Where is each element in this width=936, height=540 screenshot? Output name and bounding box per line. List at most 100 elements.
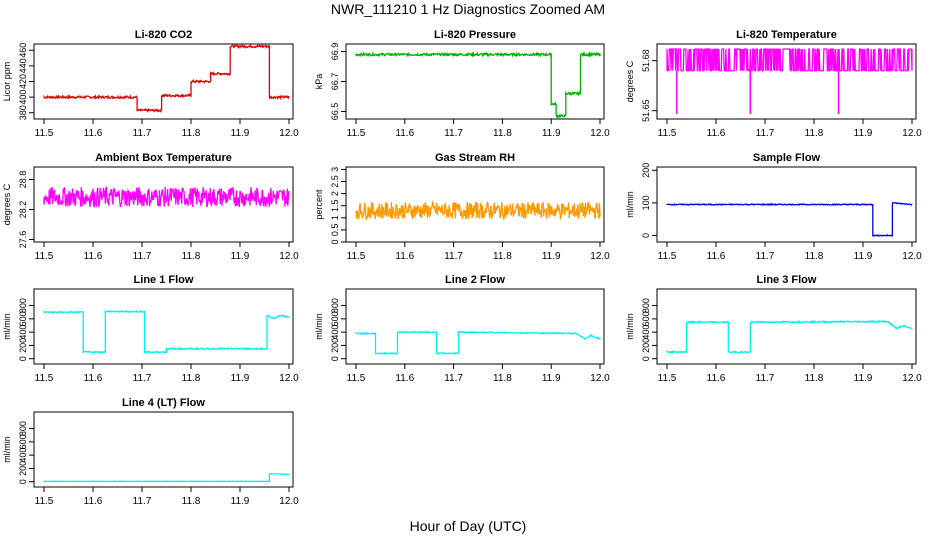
page-title: NWR_111210 1 Hz Diagnostics Zoomed AM (330, 1, 606, 17)
x-tick-label: 11.7 (756, 251, 775, 262)
x-tick-label: 11.8 (182, 128, 201, 139)
y-tick-label: 0 (18, 479, 28, 484)
series-line (43, 43, 290, 113)
x-tick-label: 11.6 (84, 128, 103, 139)
x-tick-label: 11.9 (854, 251, 873, 262)
y-tick-label: 0 (330, 356, 340, 361)
y-tick-label: 2 (330, 191, 340, 196)
x-tick-label: 11.9 (854, 128, 873, 139)
plot-frame (345, 166, 605, 243)
y-tick-label: 51.68 (641, 49, 651, 72)
x-tick-label: 11.6 (395, 128, 414, 139)
x-tick-label: 12.0 (902, 251, 922, 262)
x-tick-label: 11.9 (854, 373, 873, 384)
y-tick-label: 420 (18, 74, 28, 89)
y-tick-label: 200 (18, 461, 28, 476)
y-tick-label: 800 (18, 298, 28, 313)
x-tick-label: 11.7 (133, 251, 152, 262)
y-tick-label: 200 (18, 338, 28, 353)
x-tick-label: 11.7 (444, 128, 463, 139)
y-tick-label: 400 (641, 325, 651, 340)
panel-7: Line 1 Flow ml/min 11.5 11.6 11.7 11.8 11.9 12.… (2, 274, 299, 384)
plot-frame (33, 411, 294, 488)
x-tick-label: 12.0 (279, 251, 299, 262)
panel-title: Gas Stream RH (435, 152, 515, 164)
x-tick-label: 11.8 (805, 128, 824, 139)
plot-frame (33, 43, 294, 120)
x-tick-label: 11.5 (347, 373, 366, 384)
panel-title: Line 2 Flow (445, 274, 505, 286)
x-tick-label: 11.6 (84, 251, 103, 262)
y-axis-label: percent (314, 189, 324, 220)
y-tick-label: 600 (18, 311, 28, 326)
x-tick-label: 11.7 (444, 373, 463, 384)
plot-frame (345, 288, 605, 365)
x-tick-label: 11.5 (658, 251, 677, 262)
series-line (666, 202, 913, 237)
y-tick-label: 380 (18, 105, 28, 120)
x-tick-label: 11.7 (756, 128, 775, 139)
panel-6: Sample Flow ml/min 11.5 11.6 11.7 11.8 11.9 12.… (625, 152, 922, 262)
x-tick-label: 11.6 (707, 373, 726, 384)
plot-frame (33, 166, 294, 243)
y-tick-label: 0 (18, 356, 28, 361)
y-tick-label: 400 (18, 90, 28, 105)
y-tick-label: 600 (641, 311, 651, 326)
y-axis-label: degrees C (625, 60, 635, 102)
y-tick-label: 600 (330, 311, 340, 326)
x-tick-label: 11.9 (542, 373, 561, 384)
y-tick-label: 28.8 (18, 171, 28, 189)
panel-1: Li-820 CO2 Licor ppm 11.5 11.6 11.7 11.8 11.9 1… (2, 29, 299, 139)
y-axis-label: degrees C (2, 183, 12, 225)
x-tick-label: 11.5 (347, 128, 366, 139)
x-tick-label: 11.8 (493, 128, 512, 139)
x-tick-label: 12.0 (590, 128, 610, 139)
y-tick-label: 66.5 (330, 103, 340, 121)
y-tick-label: 51.65 (641, 99, 651, 122)
x-tick-label: 11.7 (133, 128, 152, 139)
panel-3: Li-820 Temperature degrees C 11.5 11.6 11.7 1… (625, 29, 922, 139)
y-tick-label: 400 (18, 448, 28, 463)
series-line (666, 319, 913, 354)
y-tick-label: 1.5 (330, 199, 340, 212)
plot-frame (656, 43, 917, 120)
y-tick-label: 800 (641, 298, 651, 313)
x-tick-label: 11.6 (84, 373, 103, 384)
series-line (43, 185, 290, 209)
x-tick-label: 12.0 (590, 373, 610, 384)
y-axis-label: ml/min (2, 313, 12, 340)
panel-title: Line 3 Flow (757, 274, 817, 286)
y-tick-label: 460 (18, 43, 28, 58)
x-tick-label: 11.5 (35, 128, 54, 139)
plot-frame (33, 288, 294, 365)
y-tick-label: 28.2 (18, 201, 28, 219)
x-tick-label: 11.9 (231, 496, 250, 507)
panel-10: Line 4 (LT) Flow ml/min 11.5 11.6 11.7 11.8 11… (2, 397, 299, 507)
y-axis-label: ml/min (625, 191, 635, 218)
y-tick-label: 66.7 (330, 73, 340, 91)
y-tick-label: 3 (330, 167, 340, 172)
y-tick-label: 600 (18, 434, 28, 449)
y-axis-label: ml/min (2, 436, 12, 463)
plot-frame (656, 166, 917, 243)
y-tick-label: 0 (641, 356, 651, 361)
x-axis-caption: Hour of Day (UTC) (409, 518, 527, 534)
x-tick-label: 11.9 (231, 251, 250, 262)
x-tick-label: 11.6 (707, 251, 726, 262)
x-tick-label: 11.8 (493, 251, 512, 262)
series-line (355, 50, 601, 119)
panel-title: Line 1 Flow (134, 274, 194, 286)
x-tick-label: 11.6 (395, 251, 414, 262)
x-tick-label: 11.7 (133, 496, 152, 507)
y-tick-label: 1 (330, 215, 340, 220)
y-tick-label: 400 (330, 325, 340, 340)
y-tick-label: 27.6 (18, 231, 28, 249)
series-line (355, 330, 601, 355)
x-tick-label: 11.5 (35, 373, 54, 384)
x-tick-label: 11.5 (35, 496, 54, 507)
panel-8: Line 2 Flow ml/min 11.5 11.6 11.7 11.8 11.9 12.… (314, 274, 610, 384)
panel-title: Ambient Box Temperature (95, 152, 232, 164)
series-line (666, 48, 913, 72)
